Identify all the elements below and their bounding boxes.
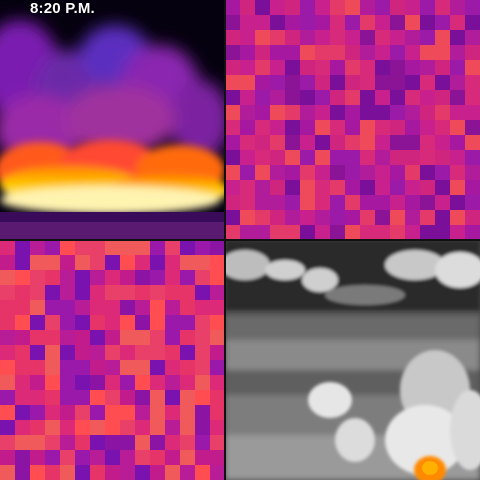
fire-thermal-image <box>0 0 225 240</box>
horizontal-divider <box>0 239 480 241</box>
grayscale-thermal-image <box>225 240 480 480</box>
pixelated-thermal-panel-top <box>225 0 480 240</box>
timestamp-label: 8:20 P.M. <box>30 0 95 17</box>
pixelated-thermal-panel-bottom <box>0 240 225 480</box>
pixelated-thermal-image-bottom <box>0 240 225 480</box>
pixelated-thermal-image-top <box>225 0 480 240</box>
grayscale-thermal-panel <box>225 240 480 480</box>
fire-thermal-panel: 8:20 P.M. <box>0 0 225 240</box>
